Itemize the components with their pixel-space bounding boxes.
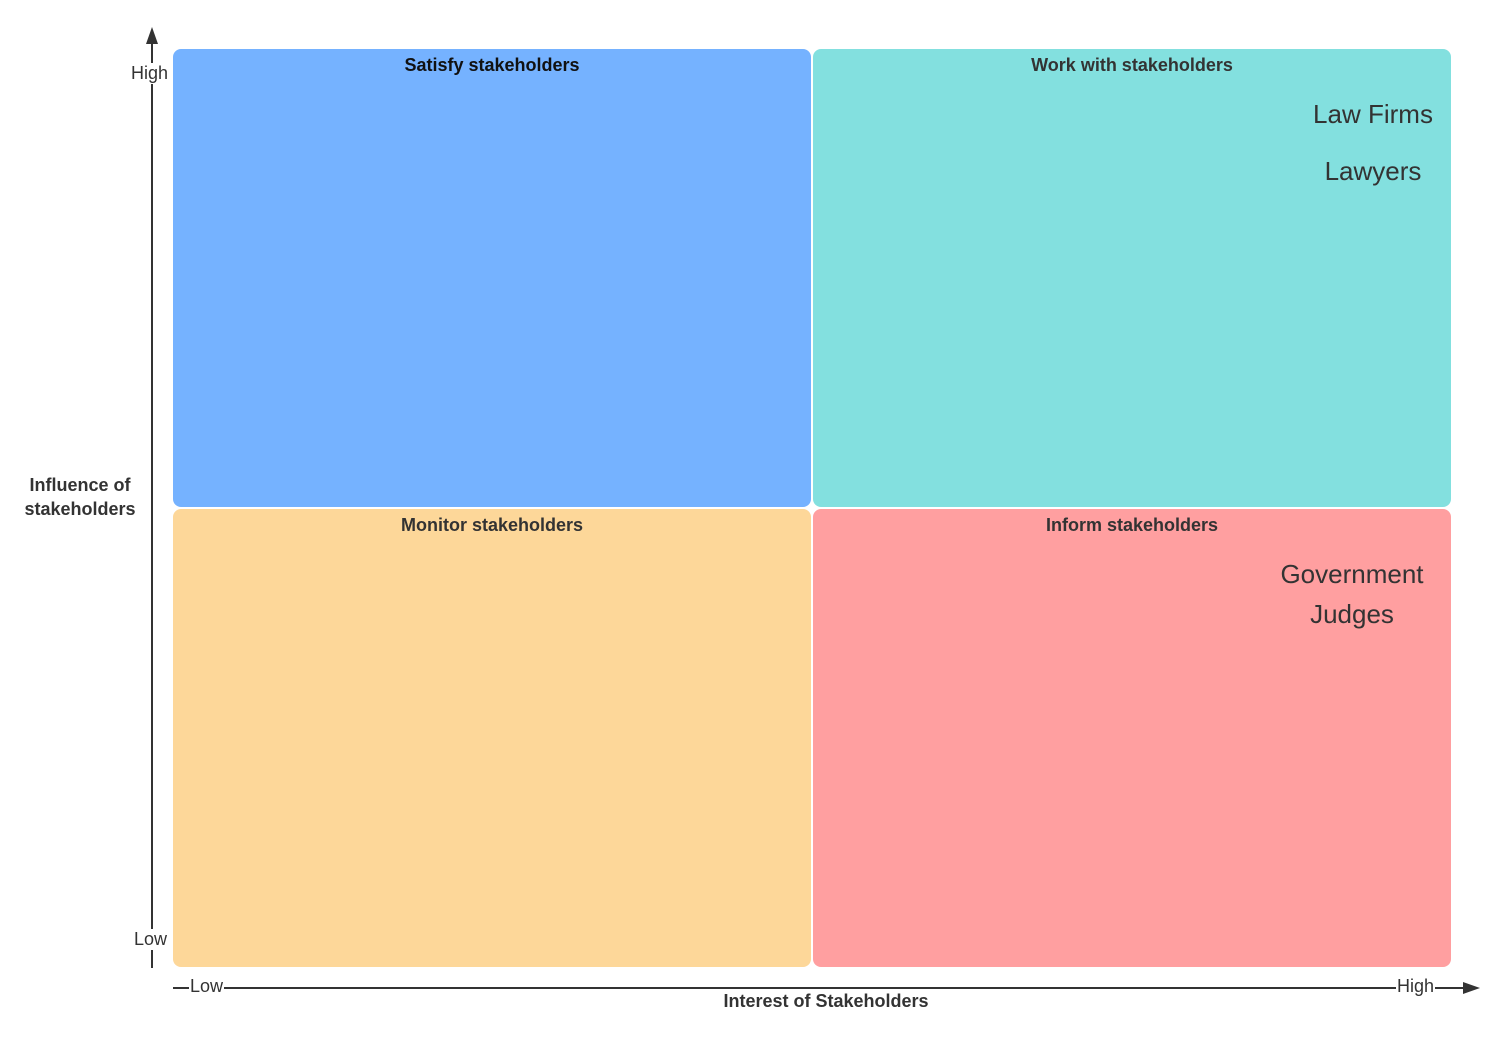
quadrant-title: Inform stakeholders (1045, 515, 1219, 535)
x-axis-low-label: Low (189, 976, 225, 997)
x-axis-title: Interest of Stakeholders (723, 991, 929, 1011)
stakeholder-item: Government (1280, 559, 1424, 589)
quadrant-satisfy: Satisfy stakeholders (173, 49, 811, 507)
x-axis-arrow-icon (1463, 982, 1480, 994)
quadrant-work-with: Work with stakeholders Law Firms Lawyers (813, 49, 1451, 507)
quadrant-inform: Inform stakeholders Government Judges (813, 509, 1451, 967)
y-axis-arrow-icon (146, 27, 158, 44)
stakeholder-item: Judges (1310, 599, 1394, 629)
y-axis-low-label: Low (134, 929, 168, 950)
quadrant-title: Work with stakeholders (1031, 55, 1233, 75)
stakeholder-item: Law Firms (1313, 99, 1433, 129)
stakeholder-item: Lawyers (1324, 156, 1422, 186)
quadrant-monitor: Monitor stakeholders (173, 509, 811, 967)
quadrant-title: Monitor stakeholders (400, 515, 584, 535)
y-axis-title: Influence of stakeholders (24, 475, 136, 519)
y-axis-high-label: High (131, 63, 169, 84)
quadrant-title: Satisfy stakeholders (404, 55, 580, 75)
x-axis-high-label: High (1396, 976, 1436, 997)
